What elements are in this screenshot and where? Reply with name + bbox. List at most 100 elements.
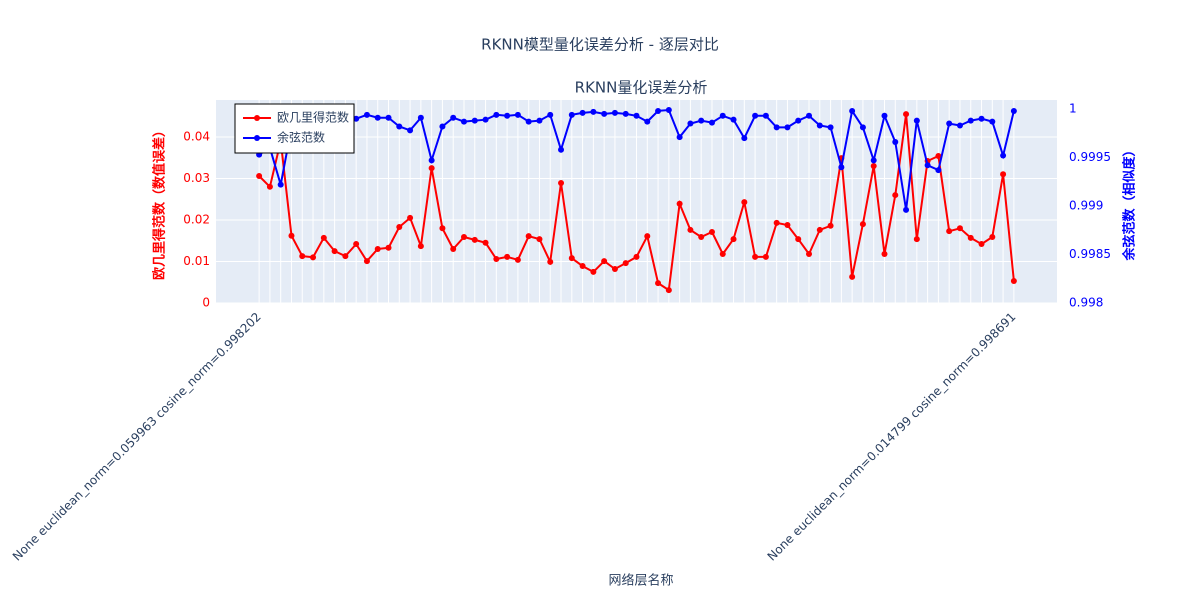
point xyxy=(525,118,532,125)
legend-label: 余弦范数 xyxy=(277,130,325,145)
point xyxy=(536,236,543,243)
point xyxy=(708,229,715,236)
point xyxy=(374,246,381,253)
y-tick-label: 0.01 xyxy=(183,254,210,268)
point xyxy=(719,251,726,258)
point xyxy=(558,180,565,187)
point xyxy=(752,253,759,260)
y-tick-label: 0.04 xyxy=(183,129,210,143)
point xyxy=(407,214,414,221)
point xyxy=(331,248,338,255)
y2-axis-label: 余弦范数（相似度） xyxy=(1122,143,1138,261)
point xyxy=(784,221,791,228)
point xyxy=(547,111,554,118)
point xyxy=(913,236,920,243)
point xyxy=(385,244,392,251)
point xyxy=(363,111,370,118)
point xyxy=(558,146,565,153)
point xyxy=(428,165,435,172)
point xyxy=(611,109,618,116)
point xyxy=(676,200,683,207)
point xyxy=(859,124,866,131)
point xyxy=(762,253,769,260)
y2-tick-label: 0.9985 xyxy=(1069,247,1111,261)
point xyxy=(601,110,608,117)
point xyxy=(450,246,457,253)
point xyxy=(741,199,748,206)
point xyxy=(417,114,424,121)
point xyxy=(590,108,597,115)
point xyxy=(655,280,662,287)
point xyxy=(493,255,500,262)
point xyxy=(460,118,467,125)
point xyxy=(989,118,996,125)
point xyxy=(471,117,478,124)
point xyxy=(320,234,327,241)
point xyxy=(439,123,446,130)
point xyxy=(482,239,489,246)
point xyxy=(353,241,360,248)
point xyxy=(967,234,974,241)
point xyxy=(342,253,349,260)
point xyxy=(482,116,489,123)
point xyxy=(935,167,942,174)
point xyxy=(407,127,414,134)
point xyxy=(536,117,543,124)
y2-tick-label: 0.999 xyxy=(1069,199,1103,213)
point xyxy=(903,206,910,213)
point xyxy=(946,228,953,235)
point xyxy=(665,106,672,113)
point xyxy=(719,112,726,119)
legend-marker xyxy=(254,135,260,141)
point xyxy=(299,253,306,260)
point xyxy=(514,256,521,263)
point xyxy=(385,114,392,121)
point xyxy=(622,110,629,117)
point xyxy=(870,157,877,164)
point xyxy=(579,263,586,270)
point xyxy=(288,232,295,239)
point xyxy=(471,236,478,243)
point xyxy=(730,236,737,243)
point xyxy=(590,268,597,275)
y2-tick-label: 0.9995 xyxy=(1069,150,1111,164)
point xyxy=(439,225,446,232)
point xyxy=(363,258,370,265)
point xyxy=(504,253,511,260)
y-tick-label: 0 xyxy=(202,296,210,310)
point xyxy=(396,224,403,231)
point xyxy=(310,254,317,261)
point xyxy=(579,109,586,116)
point xyxy=(601,258,608,265)
point xyxy=(741,135,748,142)
point xyxy=(870,163,877,170)
chart-subtitle: RKNN量化误差分析 xyxy=(575,79,708,97)
point xyxy=(956,225,963,232)
point xyxy=(698,117,705,124)
legend-marker xyxy=(254,115,260,121)
point xyxy=(773,124,780,131)
point xyxy=(1010,107,1017,114)
point xyxy=(978,115,985,122)
point xyxy=(816,226,823,233)
point xyxy=(611,265,618,272)
point xyxy=(655,107,662,114)
point xyxy=(924,162,931,169)
point xyxy=(698,233,705,240)
point xyxy=(806,251,813,258)
point xyxy=(256,172,263,179)
point xyxy=(708,119,715,126)
point xyxy=(547,258,554,265)
point xyxy=(396,123,403,130)
point xyxy=(838,164,845,171)
point xyxy=(568,255,575,262)
point xyxy=(967,117,974,124)
y2-tick-label: 0.998 xyxy=(1069,296,1103,310)
point xyxy=(428,157,435,164)
y-tick-label: 0.02 xyxy=(183,212,210,226)
chart-title: RKNN模型量化误差分析 - 逐层对比 xyxy=(481,36,719,54)
point xyxy=(1000,152,1007,159)
point xyxy=(752,112,759,119)
point xyxy=(795,117,802,124)
point xyxy=(881,112,888,119)
